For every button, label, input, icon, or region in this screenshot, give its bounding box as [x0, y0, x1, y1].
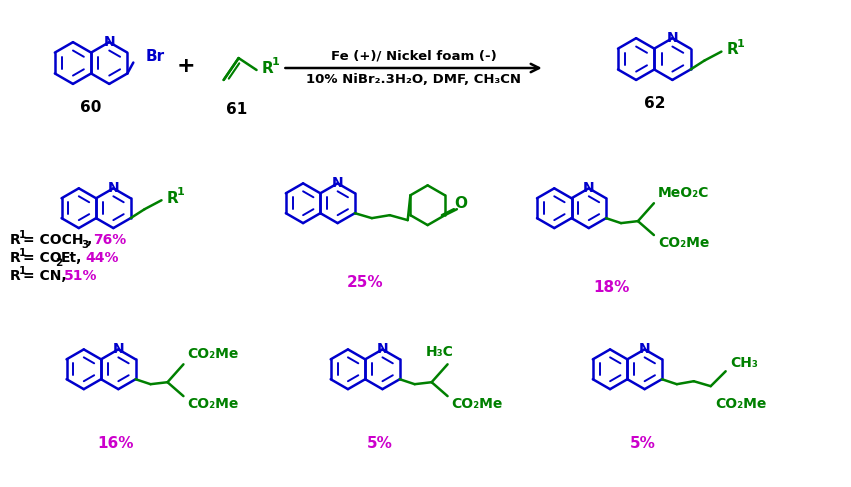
Text: 1: 1 — [19, 230, 26, 240]
Text: CO₂Me: CO₂Me — [716, 397, 767, 411]
Text: CO₂Me: CO₂Me — [452, 397, 503, 411]
Text: 25%: 25% — [347, 275, 384, 290]
Text: 60: 60 — [80, 100, 102, 115]
Text: N: N — [104, 35, 115, 49]
Text: CO₂Me: CO₂Me — [658, 236, 709, 250]
Text: R: R — [9, 269, 20, 283]
Text: R: R — [9, 233, 20, 247]
Text: 18%: 18% — [593, 280, 630, 295]
Text: = COCH: = COCH — [23, 233, 83, 247]
Text: 62: 62 — [643, 96, 665, 112]
Text: 51%: 51% — [64, 269, 98, 283]
Text: = CN,: = CN, — [23, 269, 67, 283]
Text: N: N — [666, 31, 678, 45]
Text: +: + — [176, 56, 195, 76]
Text: MeO₂C: MeO₂C — [658, 187, 709, 200]
Text: 1: 1 — [19, 248, 26, 258]
Text: 44%: 44% — [85, 251, 118, 265]
Text: N: N — [107, 181, 119, 195]
Text: 61: 61 — [226, 102, 248, 117]
Text: 5%: 5% — [368, 436, 393, 451]
Text: 1: 1 — [176, 187, 184, 197]
Text: = CO: = CO — [23, 251, 62, 265]
Text: Br: Br — [146, 49, 164, 64]
Text: 5%: 5% — [630, 436, 655, 451]
Text: CO₂Me: CO₂Me — [187, 397, 239, 411]
Text: R: R — [167, 191, 178, 206]
Text: R: R — [261, 60, 273, 75]
Text: 2: 2 — [55, 258, 62, 268]
Text: 1: 1 — [736, 38, 744, 49]
Text: O: O — [454, 196, 467, 211]
Text: 16%: 16% — [98, 436, 134, 451]
Text: N: N — [583, 181, 595, 195]
Text: 3: 3 — [81, 240, 89, 250]
Text: Et,: Et, — [61, 251, 83, 265]
Text: 1: 1 — [271, 57, 279, 67]
Text: Fe (+)/ Nickel foam (-): Fe (+)/ Nickel foam (-) — [331, 50, 496, 62]
Text: CH₃: CH₃ — [731, 356, 758, 370]
Text: N: N — [377, 342, 388, 356]
Text: CO₂Me: CO₂Me — [187, 347, 239, 361]
Text: N: N — [332, 176, 344, 190]
Text: H₃C: H₃C — [426, 345, 454, 359]
Text: R: R — [727, 42, 738, 57]
Text: ,: , — [86, 233, 91, 247]
Text: 10% NiBr₂.3H₂O, DMF, CH₃CN: 10% NiBr₂.3H₂O, DMF, CH₃CN — [306, 74, 521, 86]
Text: R: R — [9, 251, 20, 265]
Text: 76%: 76% — [93, 233, 126, 247]
Text: N: N — [112, 342, 124, 356]
Text: 1: 1 — [19, 266, 26, 276]
Text: N: N — [639, 342, 650, 356]
